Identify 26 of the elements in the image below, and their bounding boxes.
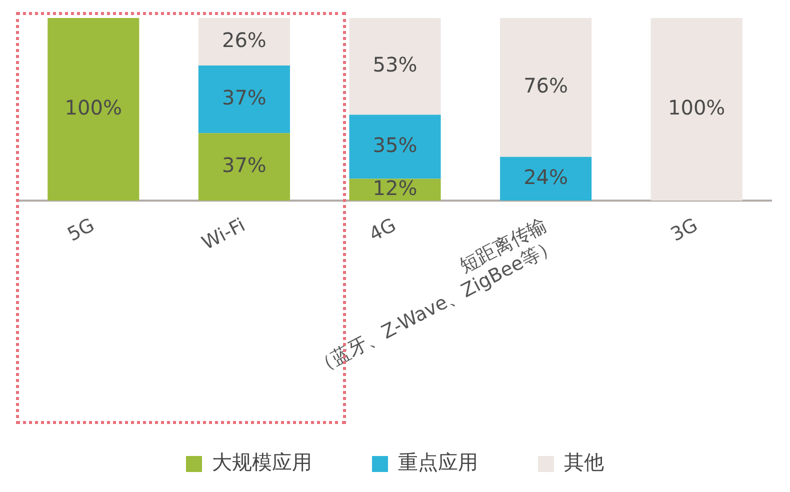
- data-label: 24%: [524, 164, 568, 189]
- bar: [198, 18, 290, 66]
- bar: [349, 18, 441, 115]
- data-label: 100%: [64, 96, 122, 120]
- data-label: 37%: [222, 85, 266, 110]
- data-label: 26%: [222, 28, 266, 52]
- bar: [198, 133, 290, 201]
- bar: [500, 156, 592, 201]
- bar: [500, 18, 592, 157]
- data-label: 12%: [372, 176, 418, 200]
- bar: [198, 65, 290, 134]
- data-label: 76%: [524, 74, 568, 98]
- data-label: 100%: [668, 96, 726, 120]
- x-tick-label: 5G: [64, 214, 98, 246]
- x-tick-label: 4G: [366, 214, 400, 246]
- legend-label: 其他: [564, 450, 604, 474]
- data-label: 35%: [372, 132, 418, 157]
- data-label: 53%: [372, 52, 418, 77]
- bar: [650, 18, 742, 201]
- data-label: 37%: [222, 153, 266, 178]
- bar: [349, 114, 441, 179]
- legend-label: 大规模应用: [212, 450, 312, 474]
- legend-label: 重点应用: [398, 450, 478, 474]
- x-tick-label: 3G: [667, 214, 702, 246]
- x-tick-label: Wi-Fi: [198, 214, 249, 254]
- bar: [48, 18, 140, 201]
